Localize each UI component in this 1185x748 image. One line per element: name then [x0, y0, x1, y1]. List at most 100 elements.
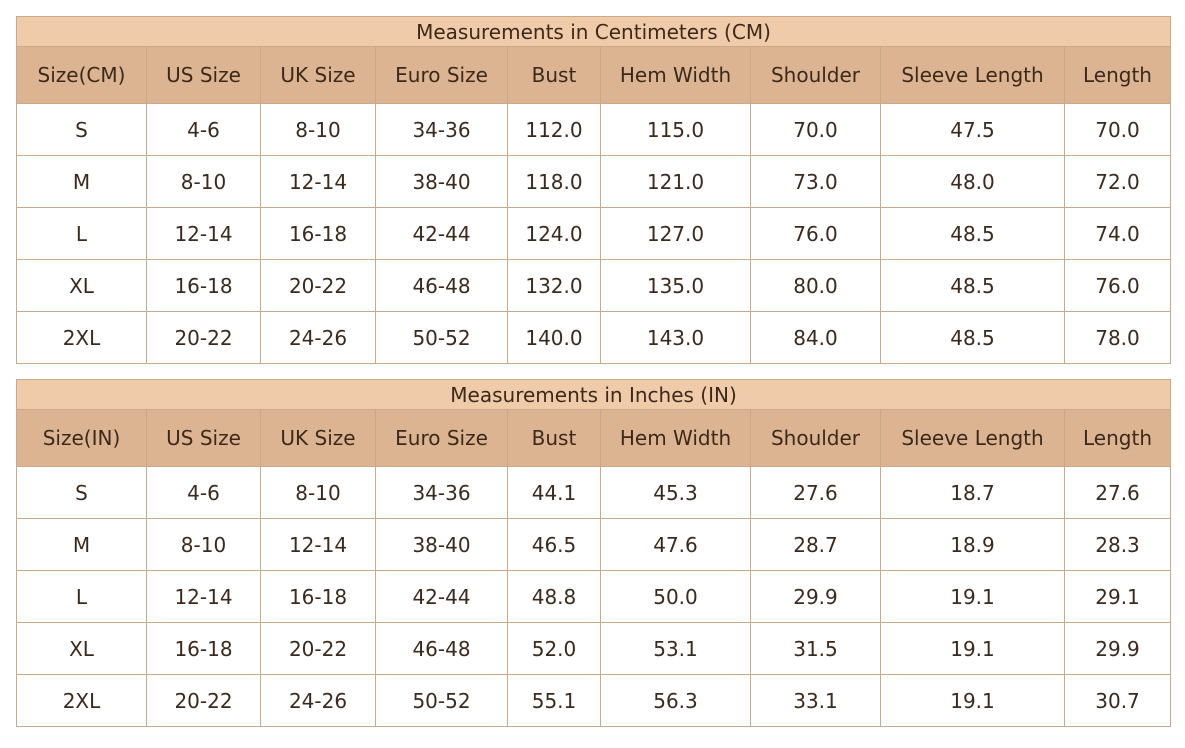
data-cell: 42-44 [375, 207, 508, 260]
data-cell: 52.0 [507, 622, 601, 675]
header-cell: UK Size [260, 409, 376, 467]
data-cell: 42-44 [375, 570, 508, 623]
data-cell: 16-18 [260, 207, 376, 260]
data-cell: 73.0 [750, 155, 881, 208]
data-cell: 46-48 [375, 622, 508, 675]
header-row: Size(CM) US Size UK Size Euro Size Bust Hem W… [16, 46, 1171, 104]
header-cell: Shoulder [750, 409, 881, 467]
data-cell: 20-22 [260, 622, 376, 675]
data-cell: 27.6 [750, 466, 881, 519]
data-cell: 24-26 [260, 311, 376, 364]
data-cell: 72.0 [1064, 155, 1171, 208]
header-cell: Euro Size [375, 46, 508, 104]
data-cell: 2XL [16, 311, 147, 364]
data-cell: 8-10 [146, 518, 261, 571]
data-cell: 50-52 [375, 674, 508, 727]
data-cell: 76.0 [750, 207, 881, 260]
data-cell: 47.6 [600, 518, 751, 571]
data-row: M 8-10 12-14 38-40 46.5 47.6 28.7 18.9 28.3 [16, 518, 1172, 571]
header-cell: Sleeve Length [880, 46, 1065, 104]
data-cell: XL [16, 259, 147, 312]
data-cell: 48.0 [880, 155, 1065, 208]
data-row: XL 16-18 20-22 46-48 132.0 135.0 80.0 48.5 76.0 [16, 259, 1171, 312]
data-cell: 33.1 [750, 674, 881, 727]
header-cell: Length [1063, 409, 1172, 467]
data-row: 2XL 20-22 24-26 50-52 140.0 143.0 84.0 48.5 78.0 [16, 311, 1171, 364]
header-cell: Sleeve Length [880, 409, 1065, 467]
data-cell: 19.1 [880, 622, 1065, 675]
data-cell: 143.0 [600, 311, 751, 364]
data-cell: 19.1 [880, 674, 1065, 727]
data-cell: 53.1 [600, 622, 751, 675]
header-cell: Bust [507, 409, 601, 467]
data-cell: 45.3 [600, 466, 751, 519]
data-cell: M [16, 155, 147, 208]
header-cell: Size(IN) [16, 409, 147, 467]
title-row: Measurements in Centimeters (CM) [16, 16, 1171, 47]
header-cell: Bust [507, 46, 601, 104]
data-cell: 4-6 [146, 466, 261, 519]
data-cell: 121.0 [600, 155, 751, 208]
data-cell: 20-22 [146, 674, 261, 727]
data-cell: 50-52 [375, 311, 508, 364]
header-cell: Length [1064, 46, 1171, 104]
header-cell: Size(CM) [16, 46, 147, 104]
data-cell: 76.0 [1064, 259, 1171, 312]
data-cell: 48.5 [880, 311, 1065, 364]
data-cell: 46-48 [375, 259, 508, 312]
data-cell: 12-14 [146, 570, 261, 623]
data-cell: 27.6 [1063, 466, 1172, 519]
data-cell: 84.0 [750, 311, 881, 364]
data-cell: 29.9 [750, 570, 881, 623]
data-cell: 29.9 [1063, 622, 1172, 675]
data-cell: 12-14 [146, 207, 261, 260]
data-cell: 127.0 [600, 207, 751, 260]
header-cell: Hem Width [600, 409, 751, 467]
data-cell: 112.0 [507, 103, 601, 156]
data-cell: L [16, 570, 147, 623]
title-row: Measurements in Inches (IN) [15, 379, 1172, 410]
data-row: 2XL 20-22 24-26 50-52 55.1 56.3 33.1 19.1 30.7 [16, 674, 1172, 727]
data-cell: 115.0 [600, 103, 751, 156]
data-cell: 16-18 [146, 622, 261, 675]
size-table: Measurements in Inches (IN) Size(IN) US Si… [15, 379, 1172, 727]
data-cell: 118.0 [507, 155, 601, 208]
data-cell: XL [16, 622, 147, 675]
data-cell: 8-10 [260, 103, 376, 156]
data-cell: 70.0 [750, 103, 881, 156]
data-cell: 28.7 [750, 518, 881, 571]
data-cell: 12-14 [260, 518, 376, 571]
table-title: Measurements in Centimeters (CM) [16, 16, 1171, 47]
data-cell: 124.0 [507, 207, 601, 260]
data-row: XL 16-18 20-22 46-48 52.0 53.1 31.5 19.1 29.9 [16, 622, 1172, 675]
data-cell: 48.5 [880, 207, 1065, 260]
data-cell: 16-18 [146, 259, 261, 312]
data-cell: 38-40 [375, 155, 508, 208]
data-cell: 80.0 [750, 259, 881, 312]
data-cell: 44.1 [507, 466, 601, 519]
data-cell: 12-14 [260, 155, 376, 208]
data-cell: 30.7 [1063, 674, 1172, 727]
data-cell: 24-26 [260, 674, 376, 727]
header-row: Size(IN) US Size UK Size Euro Size Bust Hem W… [16, 409, 1172, 467]
data-cell: L [16, 207, 147, 260]
data-row: L 12-14 16-18 42-44 124.0 127.0 76.0 48.5 74.0 [16, 207, 1171, 260]
data-cell: 8-10 [146, 155, 261, 208]
data-cell: 34-36 [375, 466, 508, 519]
data-cell: 31.5 [750, 622, 881, 675]
data-cell: 74.0 [1064, 207, 1171, 260]
data-cell: 132.0 [507, 259, 601, 312]
data-cell: 38-40 [375, 518, 508, 571]
data-cell: 46.5 [507, 518, 601, 571]
data-cell: 48.8 [507, 570, 601, 623]
data-cell: 50.0 [600, 570, 751, 623]
table-title: Measurements in Inches (IN) [15, 379, 1172, 410]
data-cell: S [16, 103, 147, 156]
header-cell: Euro Size [375, 409, 508, 467]
data-cell: 28.3 [1063, 518, 1172, 571]
header-cell: Hem Width [600, 46, 751, 104]
data-cell: 19.1 [880, 570, 1065, 623]
data-row: S 4-6 8-10 34-36 44.1 45.3 27.6 18.7 27.6 [16, 466, 1172, 519]
data-cell: 140.0 [507, 311, 601, 364]
